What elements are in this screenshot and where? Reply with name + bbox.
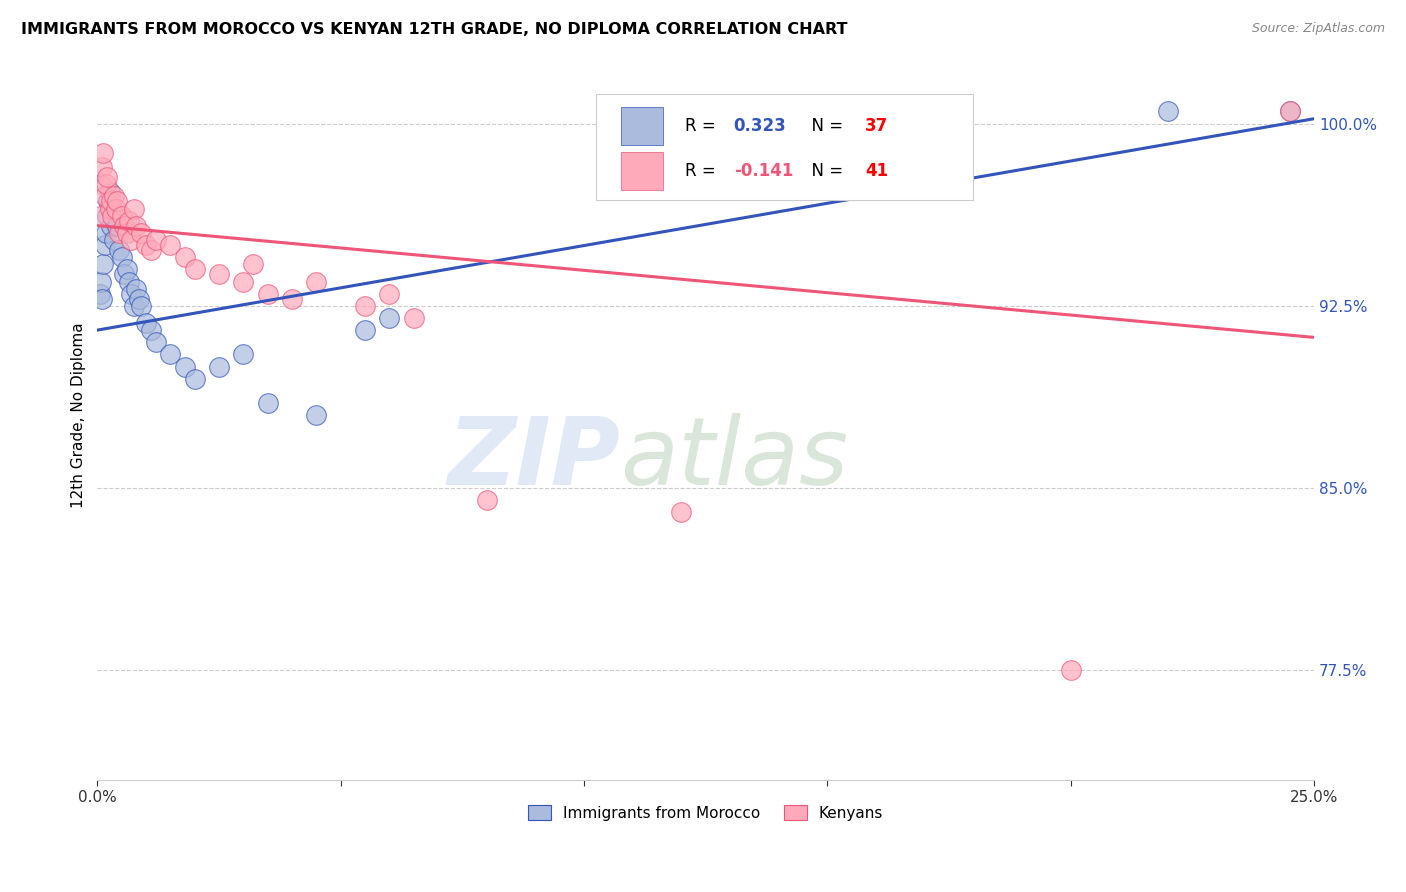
Point: [118, 213, 141, 227]
Point: [108, 243, 131, 257]
Point: [354, 299, 377, 313]
Text: N =: N =: [800, 162, 848, 180]
Point: [120, 286, 142, 301]
Point: [111, 250, 134, 264]
Y-axis label: 12th Grade, No Diploma: 12th Grade, No Diploma: [72, 322, 86, 508]
Point: [103, 189, 125, 203]
Point: [145, 335, 167, 350]
Text: N =: N =: [800, 117, 848, 135]
Point: [135, 316, 157, 330]
Point: [93, 238, 115, 252]
Point: [232, 275, 254, 289]
Point: [354, 323, 377, 337]
Point: [174, 250, 197, 264]
Point: [671, 505, 693, 519]
Point: [89, 286, 111, 301]
Point: [100, 194, 122, 209]
Point: [89, 209, 111, 223]
Point: [1157, 104, 1180, 119]
Point: [378, 310, 401, 325]
Point: [98, 202, 121, 216]
Point: [159, 347, 181, 361]
Point: [129, 226, 152, 240]
Point: [115, 262, 138, 277]
Point: [129, 299, 152, 313]
Point: [305, 275, 328, 289]
Point: [1060, 663, 1083, 677]
Point: [128, 292, 150, 306]
Point: [96, 169, 118, 184]
Point: [402, 310, 425, 325]
Point: [118, 275, 141, 289]
Point: [1278, 104, 1301, 119]
Point: [242, 258, 264, 272]
Point: [208, 359, 231, 374]
Point: [100, 219, 122, 233]
Text: R =: R =: [685, 162, 721, 180]
Point: [104, 202, 127, 216]
Point: [125, 219, 148, 233]
Point: [103, 233, 125, 247]
Point: [112, 267, 135, 281]
Point: [139, 243, 162, 257]
Text: atlas: atlas: [620, 413, 849, 504]
Point: [115, 226, 138, 240]
Point: [98, 185, 121, 199]
Point: [94, 226, 117, 240]
Bar: [620, 153, 664, 190]
Point: [111, 209, 134, 223]
Point: [145, 233, 167, 247]
Point: [183, 262, 205, 277]
Point: [183, 372, 205, 386]
Point: [120, 233, 142, 247]
Text: R =: R =: [685, 117, 721, 135]
Point: [232, 347, 254, 361]
Point: [174, 359, 197, 374]
Point: [125, 282, 148, 296]
Point: [256, 396, 278, 410]
Text: Source: ZipAtlas.com: Source: ZipAtlas.com: [1251, 22, 1385, 36]
Point: [105, 194, 128, 209]
Point: [378, 286, 401, 301]
Point: [112, 219, 135, 233]
Point: [90, 275, 112, 289]
Point: [101, 202, 124, 216]
Point: [94, 178, 117, 192]
FancyBboxPatch shape: [596, 95, 973, 200]
Legend: Immigrants from Morocco, Kenyans: Immigrants from Morocco, Kenyans: [522, 798, 889, 827]
Point: [122, 202, 145, 216]
Point: [108, 226, 131, 240]
Point: [256, 286, 278, 301]
Text: ZIP: ZIP: [447, 413, 620, 505]
Text: 41: 41: [865, 162, 889, 180]
Point: [91, 258, 114, 272]
Point: [91, 161, 114, 175]
Point: [96, 209, 118, 223]
Text: -0.141: -0.141: [734, 162, 793, 180]
Point: [122, 299, 145, 313]
Point: [105, 219, 128, 233]
Point: [90, 178, 112, 192]
Point: [139, 323, 162, 337]
Text: 0.323: 0.323: [734, 117, 786, 135]
Point: [97, 194, 120, 209]
Point: [208, 267, 231, 281]
Point: [91, 292, 114, 306]
Bar: [620, 107, 664, 145]
Point: [281, 292, 304, 306]
Point: [101, 209, 124, 223]
Point: [91, 145, 114, 160]
Point: [475, 493, 498, 508]
Point: [135, 238, 157, 252]
Point: [305, 408, 328, 422]
Point: [159, 238, 181, 252]
Text: 37: 37: [865, 117, 889, 135]
Point: [93, 189, 115, 203]
Point: [1278, 104, 1301, 119]
Text: IMMIGRANTS FROM MOROCCO VS KENYAN 12TH GRADE, NO DIPLOMA CORRELATION CHART: IMMIGRANTS FROM MOROCCO VS KENYAN 12TH G…: [21, 22, 848, 37]
